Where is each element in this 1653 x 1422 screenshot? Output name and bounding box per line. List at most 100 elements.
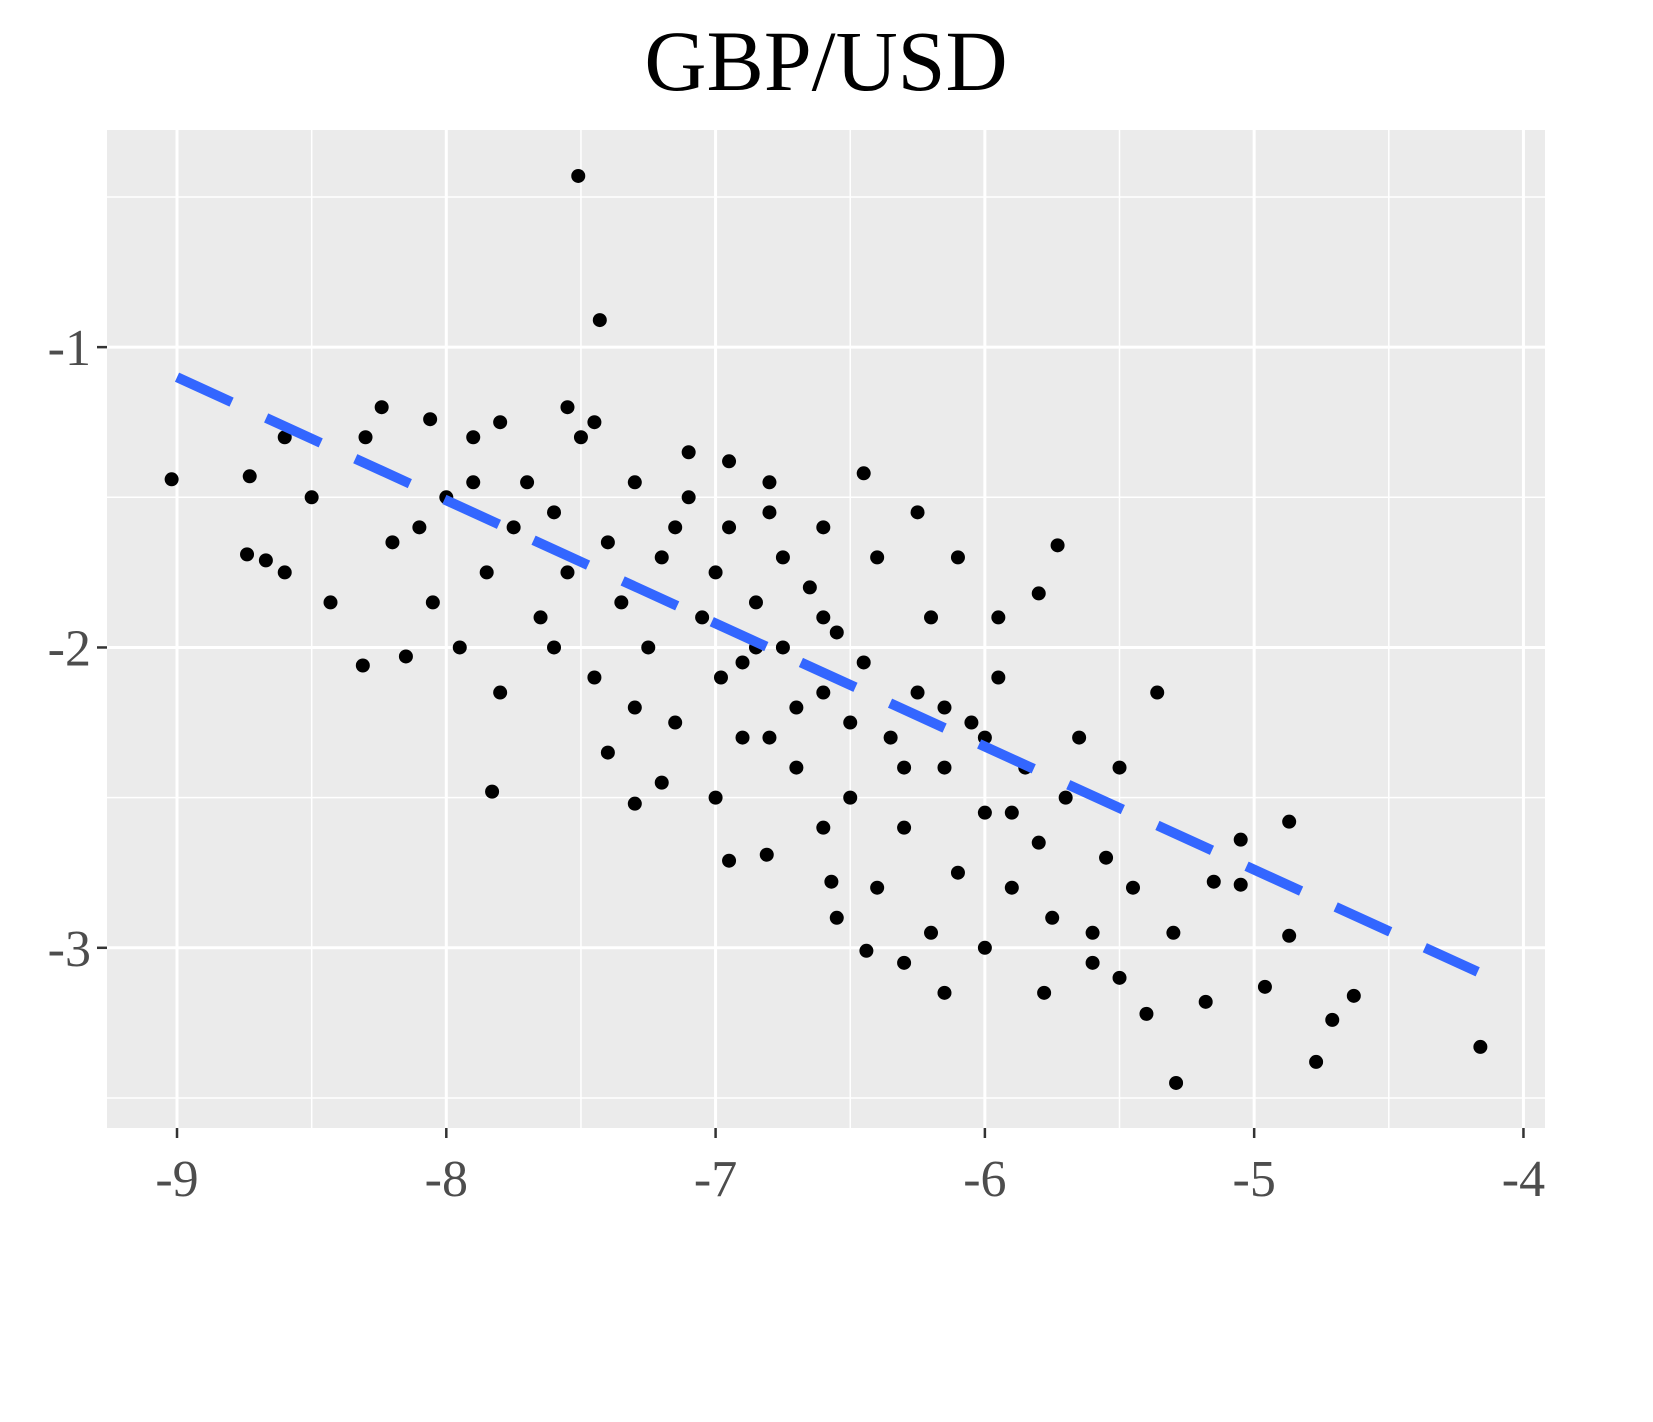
point [1282, 814, 1297, 829]
point [824, 874, 839, 889]
point [560, 400, 575, 415]
point [627, 700, 642, 715]
x-tick-label: -5 [1233, 1151, 1276, 1208]
point [547, 640, 562, 655]
point [164, 472, 179, 487]
point [856, 466, 871, 481]
point [485, 784, 500, 799]
point [1045, 910, 1060, 925]
point [829, 910, 844, 925]
point [654, 775, 669, 790]
point [681, 490, 696, 505]
point [859, 943, 874, 958]
point [1325, 1012, 1340, 1027]
point [1346, 988, 1361, 1003]
point [681, 445, 696, 460]
x-tick-label: -8 [425, 1151, 468, 1208]
point [654, 550, 669, 565]
point [398, 649, 413, 664]
point [1473, 1039, 1488, 1054]
point [1309, 1054, 1324, 1069]
point [991, 610, 1006, 625]
point [816, 610, 831, 625]
point [668, 520, 683, 535]
point [816, 520, 831, 535]
point [883, 730, 898, 745]
point [614, 595, 629, 610]
point [258, 553, 273, 568]
point [708, 790, 723, 805]
point [479, 565, 494, 580]
y-tick-label: -1 [48, 320, 91, 377]
x-tick-label: -7 [694, 1151, 737, 1208]
point [560, 565, 575, 580]
point [600, 745, 615, 760]
point [762, 505, 777, 520]
point [924, 610, 939, 625]
point [1233, 877, 1248, 892]
point [722, 853, 737, 868]
point [668, 715, 683, 730]
x-tick-label: -6 [963, 1151, 1006, 1208]
point [1198, 994, 1213, 1009]
point [950, 550, 965, 565]
point [1166, 925, 1181, 940]
point [592, 313, 607, 328]
point [789, 700, 804, 715]
point [1031, 586, 1046, 601]
point [1050, 538, 1065, 553]
point [277, 430, 292, 445]
point [1072, 730, 1087, 745]
point [627, 475, 642, 490]
point [1085, 955, 1100, 970]
point [452, 640, 467, 655]
point [870, 880, 885, 895]
point [425, 595, 440, 610]
point [1112, 970, 1127, 985]
point [1139, 1006, 1154, 1021]
point [1004, 880, 1019, 895]
point [802, 580, 817, 595]
point [735, 655, 750, 670]
point [722, 454, 737, 469]
point [1125, 880, 1140, 895]
point [897, 760, 912, 775]
point [843, 790, 858, 805]
point [358, 430, 373, 445]
point [493, 685, 508, 700]
point [937, 985, 952, 1000]
point [762, 730, 777, 745]
chart-title: GBP/USD [644, 13, 1007, 109]
point [466, 475, 481, 490]
point [977, 805, 992, 820]
point [708, 565, 723, 580]
point [789, 760, 804, 775]
point [1150, 685, 1165, 700]
point [897, 820, 912, 835]
point [520, 475, 535, 490]
point [695, 610, 710, 625]
point [759, 847, 774, 862]
point [722, 520, 737, 535]
point [600, 535, 615, 550]
point [816, 685, 831, 700]
point [240, 547, 255, 562]
point [547, 505, 562, 520]
x-tick-label: -4 [1502, 1151, 1545, 1208]
point [374, 400, 389, 415]
point [1233, 832, 1248, 847]
point [713, 670, 728, 685]
point [1112, 760, 1127, 775]
point [493, 415, 508, 430]
point [897, 955, 912, 970]
point [910, 505, 925, 520]
point [977, 940, 992, 955]
point [843, 715, 858, 730]
point [870, 550, 885, 565]
point [1031, 835, 1046, 850]
point [964, 715, 979, 730]
point [856, 655, 871, 670]
point [627, 796, 642, 811]
point [735, 730, 750, 745]
